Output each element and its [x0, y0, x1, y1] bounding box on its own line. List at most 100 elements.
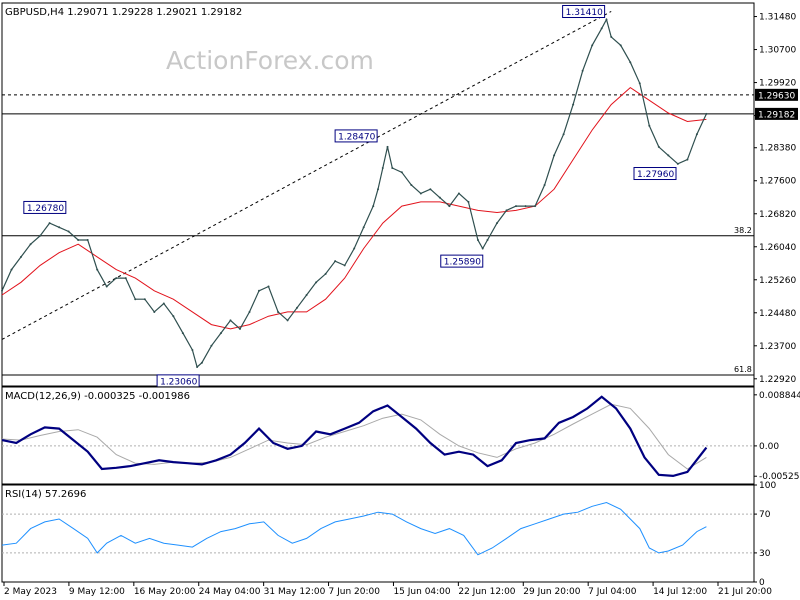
- price-point: [196, 365, 199, 368]
- price-point: [200, 361, 203, 364]
- y-tick-label: 1.29920: [759, 79, 796, 89]
- price-point: [481, 247, 484, 250]
- price-point: [400, 171, 403, 174]
- price-point: [638, 82, 641, 85]
- price-point: [648, 124, 651, 127]
- price-point: [419, 192, 422, 195]
- fib-level-label: 38.2: [734, 226, 752, 235]
- price-tag: 1.29630: [758, 91, 795, 101]
- price-point: [267, 285, 270, 288]
- price-point: [29, 243, 32, 246]
- price-point: [334, 260, 337, 263]
- price-point: [486, 238, 489, 241]
- price-point: [686, 158, 689, 161]
- price-point: [605, 18, 608, 21]
- price-point: [362, 226, 365, 229]
- price-point: [248, 310, 251, 313]
- price-point: [629, 61, 632, 64]
- price-point: [105, 285, 108, 288]
- price-point: [305, 294, 308, 297]
- y-tick-label: 70: [759, 510, 771, 520]
- price-point: [438, 196, 441, 199]
- y-tick-label: 1.31480: [759, 13, 796, 23]
- price-point: [515, 205, 518, 208]
- trendline: [1, 11, 612, 340]
- moving-average-line: [1, 86, 707, 330]
- price-point: [343, 264, 346, 267]
- y-tick-label: 1.25260: [759, 276, 796, 286]
- symbol-header: GBPUSD,H4 1.29071 1.29228 1.29021 1.2918…: [5, 7, 242, 18]
- price-point: [143, 298, 146, 301]
- price-point: [377, 188, 379, 191]
- y-tick-label: 1.27600: [759, 177, 796, 187]
- x-tick-label: 24 May 04:00: [199, 587, 261, 597]
- price-point: [219, 332, 222, 335]
- price-point: [162, 302, 165, 305]
- x-tick-label: 7 Jul 04:00: [588, 587, 637, 597]
- swing-label: 1.28470: [338, 132, 375, 142]
- price-point: [610, 35, 613, 38]
- price-point: [277, 310, 280, 313]
- price-point: [572, 103, 575, 106]
- price-panel: 1.314801.307001.299201.291401.283801.276…: [1, 2, 798, 388]
- rsi-panel: 100 70 30 0: [1, 481, 776, 588]
- price-tag: 1.29182: [758, 110, 795, 120]
- price-point: [600, 27, 603, 30]
- watermark: ActionForex.com: [166, 46, 374, 75]
- price-point: [10, 268, 13, 271]
- price-point: [172, 315, 175, 318]
- price-point: [543, 183, 546, 186]
- y-tick-label: 0: [759, 578, 765, 588]
- price-point: [534, 205, 537, 208]
- macd-panel: 0.008844 0.00 -0.005252: [1, 386, 800, 485]
- macd-header: MACD(12,26,9) -0.000325 -0.001986: [5, 391, 190, 402]
- y-tick-label: 1.22920: [759, 375, 796, 385]
- x-tick-label: 14 Jul 12:00: [653, 587, 707, 597]
- price-point: [381, 167, 384, 170]
- y-tick-label: 1.28380: [759, 144, 796, 154]
- y-tick-label: 0.00: [759, 442, 779, 452]
- macd-signal-line: [1, 403, 707, 470]
- price-point: [115, 277, 118, 280]
- price-point: [657, 145, 660, 148]
- price-point: [58, 226, 61, 229]
- price-point: [619, 44, 622, 47]
- price-point: [296, 306, 299, 309]
- x-tick-label: 16 May 20:00: [134, 587, 196, 597]
- price-point: [476, 238, 479, 241]
- price-point: [324, 272, 327, 275]
- price-point: [191, 349, 194, 352]
- price-point: [153, 310, 156, 313]
- y-tick-label: 1.23700: [759, 342, 796, 352]
- rsi-line: [1, 501, 707, 556]
- price-point: [353, 247, 356, 250]
- price-point: [467, 200, 470, 203]
- x-tick-label: 21 Jul 20:00: [718, 587, 772, 597]
- price-point: [695, 133, 698, 136]
- price-point: [39, 234, 42, 237]
- price-point: [581, 69, 584, 72]
- price-tag-box: [755, 88, 798, 101]
- price-point: [562, 133, 565, 136]
- price-point: [238, 327, 241, 330]
- price-point: [495, 222, 498, 225]
- price-point: [86, 238, 89, 241]
- swing-label: 1.25890: [444, 258, 481, 268]
- rsi-header: RSI(14) 57.2696: [5, 489, 86, 500]
- price-tag-box: [755, 107, 798, 120]
- price-point: [676, 162, 679, 165]
- price-point: [1, 289, 3, 292]
- price-point: [448, 205, 451, 208]
- price-point: [77, 238, 80, 241]
- swing-label: 1.23060: [160, 377, 197, 387]
- time-axis: 2 May 2023 9 May 12:00 16 May 20:00 24 May …: [3, 582, 772, 597]
- swing-label-box: [633, 167, 677, 181]
- price-point: [48, 222, 51, 225]
- x-tick-label: 2 May 2023: [4, 587, 57, 597]
- swing-label-box: [23, 200, 67, 214]
- panel-frame-0: [1, 2, 755, 387]
- price-point: [705, 112, 708, 115]
- price-point: [372, 205, 375, 208]
